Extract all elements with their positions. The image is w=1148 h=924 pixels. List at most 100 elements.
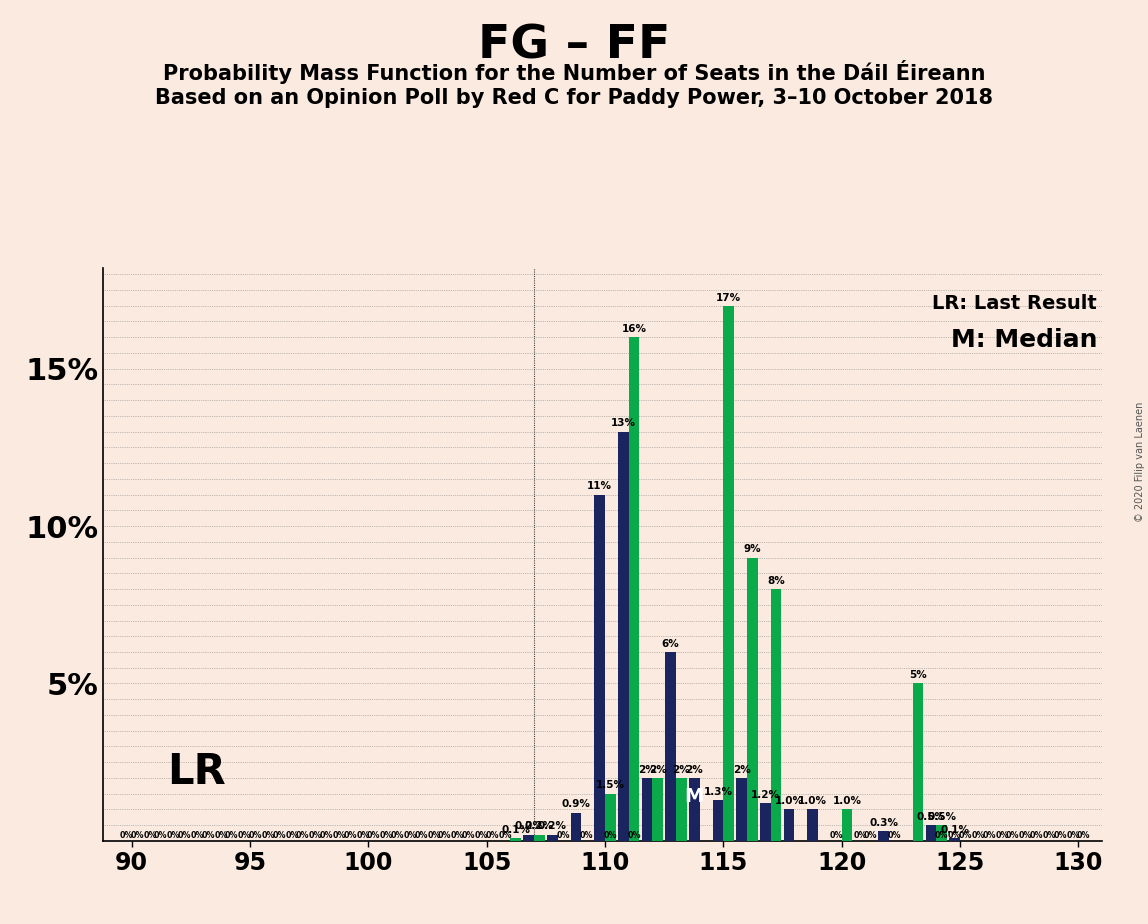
Text: Based on an Opinion Poll by Red C for Paddy Power, 3–10 October 2018: Based on an Opinion Poll by Red C for Pa… [155,88,993,108]
Bar [511,838,521,841]
Text: 0%: 0% [451,831,465,840]
Text: 0%: 0% [1030,831,1044,840]
Text: 2%: 2% [638,765,656,774]
Text: 0%: 0% [439,831,451,840]
Bar [548,834,558,841]
Text: 0%: 0% [262,831,276,840]
Text: 0%: 0% [995,831,1009,840]
Text: 0%: 0% [309,831,323,840]
Text: 0%: 0% [1054,831,1066,840]
Text: 5%: 5% [909,670,926,680]
Text: 0%: 0% [427,831,441,840]
Text: 0%: 0% [215,831,227,840]
Text: 0%: 0% [580,831,594,840]
Text: 0%: 0% [166,831,180,840]
Text: 0.1%: 0.1% [502,824,530,834]
Text: 1.5%: 1.5% [596,781,625,790]
Text: 11%: 11% [588,481,612,492]
Bar [534,834,544,841]
Bar [605,794,615,841]
Text: 0%: 0% [225,831,239,840]
Text: 0%: 0% [130,831,144,840]
Text: 6%: 6% [662,638,680,649]
Bar [652,778,664,841]
Bar [937,825,947,841]
Text: © 2020 Filip van Laenen: © 2020 Filip van Laenen [1135,402,1145,522]
Text: 0.9%: 0.9% [561,799,590,809]
Text: 0%: 0% [404,831,417,840]
Bar [595,494,605,841]
Bar [747,557,758,841]
Text: 0%: 0% [144,831,157,840]
Bar [807,809,819,841]
Bar [642,778,652,841]
Bar [760,803,770,841]
Text: M: M [684,787,704,807]
Text: 0%: 0% [959,831,972,840]
Text: 0%: 0% [486,831,498,840]
Text: M: Median: M: Median [951,328,1097,352]
Text: 0%: 0% [249,831,262,840]
Text: 8%: 8% [767,576,785,586]
Text: 2%: 2% [732,765,751,774]
Bar [713,800,723,841]
Bar [571,812,581,841]
Bar [770,589,782,841]
Bar [676,778,687,841]
Text: 0.5%: 0.5% [928,812,956,822]
Text: 16%: 16% [621,324,646,334]
Text: 2%: 2% [673,765,690,774]
Bar [523,834,534,841]
Text: 0%: 0% [286,831,298,840]
Text: FG – FF: FG – FF [478,23,670,68]
Text: 17%: 17% [716,293,742,302]
Text: 0.2%: 0.2% [538,821,567,832]
Bar [913,684,923,841]
Text: 13%: 13% [611,419,636,429]
Bar [736,778,747,841]
Text: 0%: 0% [853,831,867,840]
Text: 0.1%: 0.1% [940,824,969,834]
Text: 0%: 0% [498,831,512,840]
Text: 0%: 0% [296,831,310,840]
Text: 0%: 0% [356,831,370,840]
Text: 0%: 0% [1077,831,1091,840]
Text: 1.0%: 1.0% [798,796,828,807]
Text: LR: Last Result: LR: Last Result [932,294,1097,312]
Bar [878,832,889,841]
Text: 0.5%: 0.5% [916,812,946,822]
Text: 0%: 0% [333,831,347,840]
Bar [925,825,937,841]
Text: 0%: 0% [1042,831,1056,840]
Text: 1.2%: 1.2% [751,790,779,800]
Text: 0%: 0% [557,831,569,840]
Text: 1.3%: 1.3% [704,786,732,796]
Text: 0%: 0% [887,831,901,840]
Text: Probability Mass Function for the Number of Seats in the Dáil Éireann: Probability Mass Function for the Number… [163,60,985,84]
Text: 0%: 0% [830,831,843,840]
Text: 0%: 0% [983,831,995,840]
Bar [784,809,794,841]
Text: 0%: 0% [414,831,428,840]
Text: 2%: 2% [649,765,667,774]
Text: 0%: 0% [272,831,286,840]
Text: 0%: 0% [461,831,475,840]
Bar [666,652,676,841]
Bar [949,838,960,841]
Text: 0%: 0% [319,831,333,840]
Text: 0%: 0% [380,831,394,840]
Text: 0%: 0% [191,831,204,840]
Text: 0%: 0% [178,831,191,840]
Text: 0%: 0% [864,831,877,840]
Text: 0%: 0% [934,831,948,840]
Bar [723,306,734,841]
Text: 0%: 0% [474,831,488,840]
Text: 1.0%: 1.0% [775,796,804,807]
Text: 0%: 0% [1019,831,1032,840]
Text: 0%: 0% [201,831,215,840]
Text: 0%: 0% [238,831,251,840]
Text: 0%: 0% [367,831,380,840]
Text: 0%: 0% [604,831,618,840]
Text: LR: LR [168,750,226,793]
Text: 0.3%: 0.3% [869,819,898,828]
